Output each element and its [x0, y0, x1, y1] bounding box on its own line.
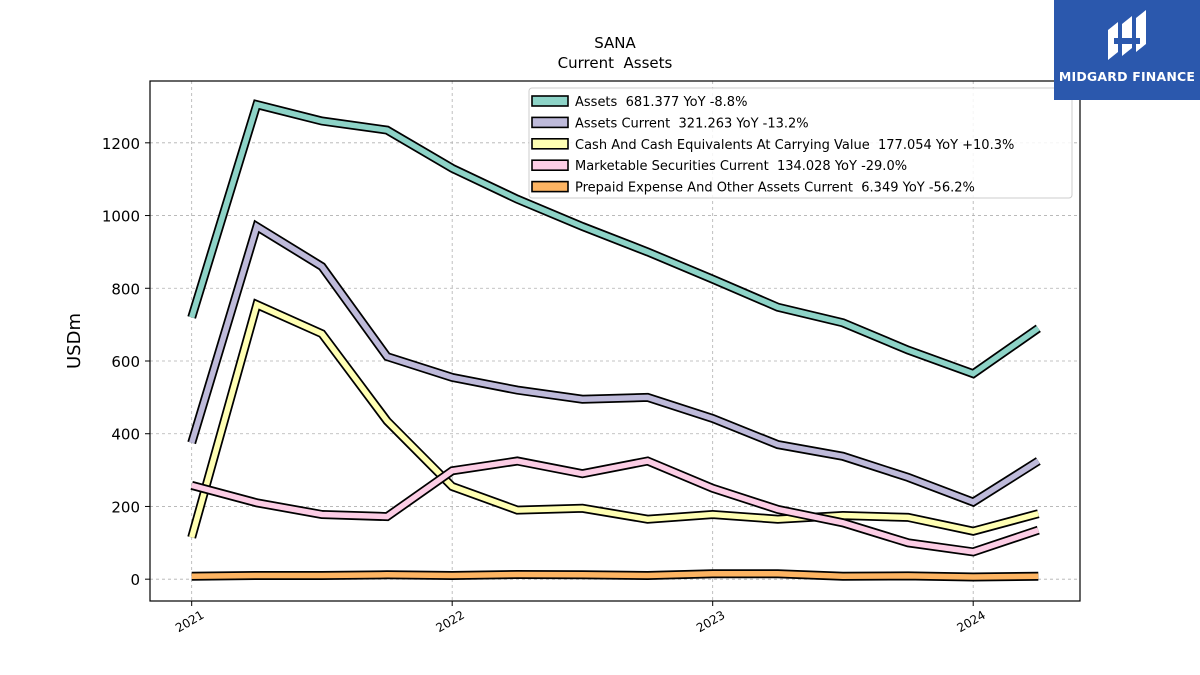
x-tick-label: 2021 — [173, 608, 206, 635]
y-tick-label: 1000 — [102, 208, 140, 226]
series-line-outline — [187, 298, 1040, 539]
y-tick-label: 200 — [111, 498, 140, 516]
legend-swatch — [531, 159, 569, 171]
x-tick-label: 2024 — [954, 608, 987, 635]
y-tick-label: 600 — [111, 353, 140, 371]
legend-label: Cash And Cash Equivalents At Carrying Va… — [575, 138, 1014, 153]
legend-swatch — [531, 116, 569, 129]
series-line — [189, 101, 1040, 377]
series-line — [190, 458, 1040, 555]
legend-item: Marketable Securities Current 134.028 Yo… — [531, 159, 907, 174]
legend-label: Marketable Securities Current 134.028 Yo… — [575, 159, 907, 174]
legend-item: Assets 681.377 YoY -8.8% — [531, 95, 747, 110]
legend-swatch — [531, 95, 569, 107]
midgard-finance-logo: MIDGARD FINANCE — [1054, 0, 1200, 100]
legend-box — [528, 87, 1073, 199]
logo-mark-icon — [1108, 10, 1146, 60]
series-line-outline — [187, 219, 1041, 508]
series-2 — [187, 298, 1040, 539]
series-line — [191, 570, 1039, 580]
legend-label: Assets Current 321.263 YoY -13.2% — [575, 116, 809, 131]
y-tick-label: 1200 — [102, 135, 140, 153]
series-1 — [187, 219, 1041, 508]
legend-item: Cash And Cash Equivalents At Carrying Va… — [531, 138, 1014, 153]
logo-text: MIDGARD FINANCE — [1058, 69, 1196, 84]
legend-swatch — [531, 138, 569, 150]
legend-item: Assets Current 321.263 YoY -13.2% — [531, 116, 809, 131]
legend: Assets 681.377 YoY -8.8% Assets Current 3… — [528, 87, 1073, 199]
series-0 — [187, 99, 1041, 379]
plot-frame — [149, 80, 1081, 602]
series-3 — [190, 456, 1040, 557]
chart-subtitle: Current Assets — [558, 54, 673, 72]
x-tick-label: 2023 — [694, 608, 727, 635]
y-tick-label: 400 — [111, 426, 140, 444]
series-lines — [187, 99, 1041, 582]
legend-label: Prepaid Expense And Other Assets Current… — [575, 181, 975, 196]
legend-item: Prepaid Expense And Other Assets Current… — [531, 180, 975, 196]
series-4 — [191, 569, 1039, 582]
y-axis-label: USDm — [64, 313, 85, 369]
chart-title: SANA — [594, 34, 636, 52]
x-tick-label: 2022 — [433, 608, 466, 635]
legend-label: Assets 681.377 YoY -8.8% — [575, 95, 747, 110]
y-tick-label: 800 — [111, 280, 140, 298]
series-line — [189, 222, 1040, 506]
legend-swatch — [531, 180, 569, 193]
y-tick-label: 0 — [130, 571, 140, 589]
series-line — [189, 300, 1040, 539]
